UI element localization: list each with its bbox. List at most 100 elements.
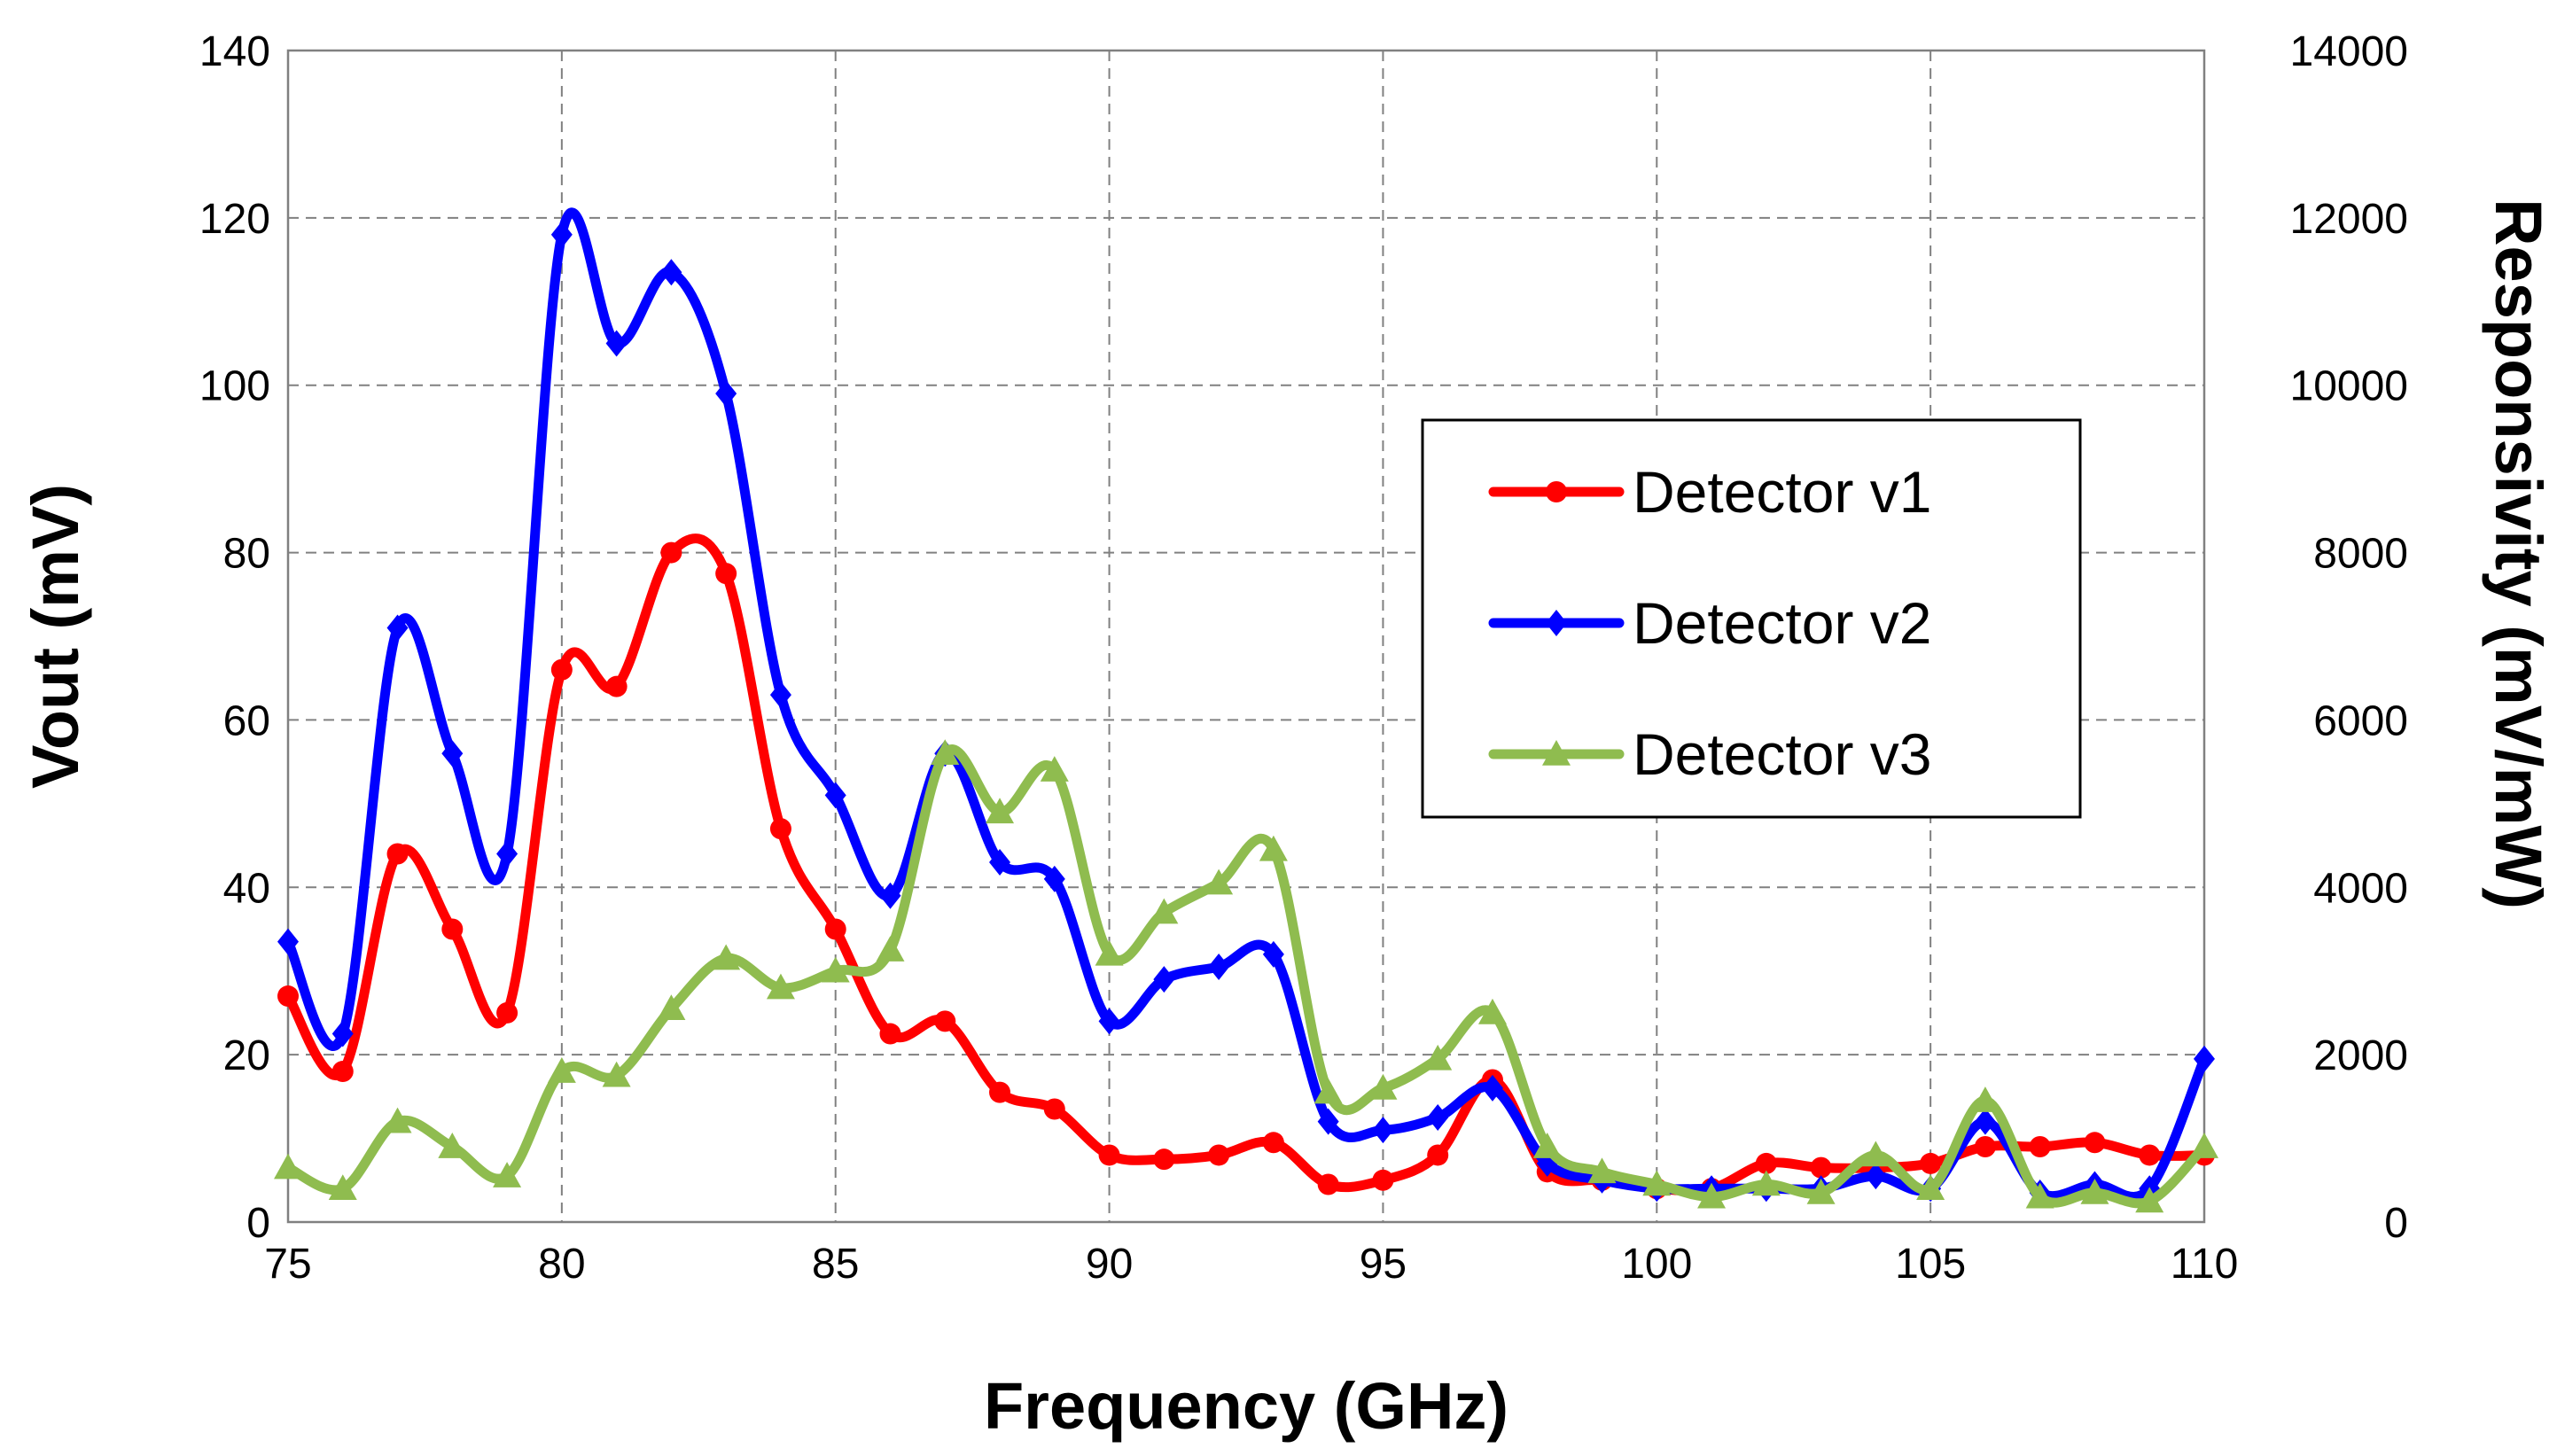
series-detector-v1-point (1317, 1173, 1339, 1195)
series-detector-v1-point (441, 918, 464, 940)
y-tick-label: 60 (223, 697, 270, 744)
series-detector-v1-point (989, 1081, 1011, 1103)
series-detector-v3-point (1587, 1157, 1617, 1184)
series-detector-v2-point (989, 848, 1011, 876)
y-tick-label: 0 (246, 1200, 270, 1247)
series-detector-v1-point (496, 1001, 518, 1024)
series-layer (274, 207, 2218, 1213)
series-detector-v3-point (1040, 756, 1069, 782)
series-detector-v3-point (1150, 898, 1179, 924)
series-detector-v3 (274, 739, 2218, 1213)
x-axis-title: Frequency (GHz) (984, 1369, 1508, 1443)
series-detector-v3-point (986, 798, 1015, 824)
series-detector-v3-point (1697, 1182, 1727, 1209)
series-detector-v2-point (1974, 1108, 1996, 1135)
y2-tick-label: 2000 (2313, 1032, 2408, 1079)
legend-entry-3-label: Detector v3 (1633, 721, 1931, 787)
series-detector-v3-point (1861, 1141, 1890, 1167)
legend-entry-2-marker (1546, 610, 1567, 636)
series-detector-v1-point (1920, 1152, 1942, 1174)
series-detector-v3-point (438, 1133, 467, 1158)
series-detector-v2-point (660, 259, 682, 286)
legend-entry-2: Detector v2 (1488, 590, 1931, 656)
series-detector-v1-point (605, 675, 628, 697)
x-tick-label: 85 (812, 1241, 859, 1288)
series-detector-v2-point (441, 740, 464, 767)
series-detector-v2-point (386, 614, 409, 642)
series-detector-v1-point (550, 658, 573, 681)
series-detector-v3-point (1532, 1133, 1562, 1158)
series-detector-v3-point (2080, 1178, 2109, 1204)
series-detector-v3-point (712, 944, 741, 970)
x-tick-labels: 75 80 85 90 95 100 105 110 (264, 1241, 2238, 1288)
series-detector-v1-point (1153, 1148, 1175, 1171)
legend-entry-1: Detector v1 (1488, 459, 1931, 525)
y2-tick-labels: 0 2000 4000 6000 8000 10000 12000 14000 (2290, 28, 2408, 1247)
series-detector-v1-point (660, 541, 682, 564)
x-tick-label: 110 (2171, 1241, 2239, 1288)
legend-entries: Detector v1 Detector v2 Detector v3 (1488, 459, 1931, 787)
series-detector-v3-point (1751, 1170, 1781, 1196)
legend-entry-1-marker (1546, 481, 1567, 502)
series-detector-v1-point (2139, 1144, 2161, 1166)
series-detector-v2-point (1427, 1103, 1449, 1131)
series-detector-v1-point (1427, 1144, 1449, 1166)
series-detector-v1-point (824, 918, 846, 940)
y2-axis-title: Responsivity (mV/mW) (2482, 199, 2555, 909)
y2-tick-label: 0 (2384, 1200, 2408, 1247)
series-detector-v1-point (2084, 1132, 2106, 1154)
series-detector-v3-point (876, 936, 905, 962)
series-detector-v3-point (2190, 1133, 2218, 1158)
series-detector-v2-point (1208, 953, 1230, 980)
series-detector-v2-point (1865, 1163, 1887, 1190)
series-detector-v1-point (277, 985, 299, 1008)
series-detector-v1-point (879, 1023, 901, 1045)
series-detector-v2-point (1317, 1108, 1339, 1135)
series-detector-v3-point (1423, 1044, 1453, 1071)
series-detector-v1-point (1755, 1152, 1777, 1174)
y-tick-labels: 0 20 40 60 80 100 120 140 (199, 28, 270, 1247)
series-detector-v3-point (328, 1174, 357, 1201)
x-tick-label: 105 (1895, 1241, 1966, 1288)
series-detector-v3-point (1477, 998, 1507, 1024)
series-detector-v1-point (769, 818, 791, 840)
y-tick-label: 120 (199, 196, 270, 243)
series-detector-v3-point (602, 1061, 631, 1087)
legend-entry-3: Detector v3 (1488, 721, 1931, 787)
series-detector-v3-point (2135, 1187, 2164, 1213)
series-detector-v1-point (1208, 1144, 1230, 1166)
series-detector-v2-point (1153, 966, 1175, 993)
series-detector-v2-point (496, 840, 518, 868)
y2-tick-label: 6000 (2313, 697, 2408, 744)
series-detector-v3-point (1970, 1086, 2000, 1112)
series-detector-v1-point (1810, 1156, 1832, 1179)
series-detector-v1-point (715, 563, 737, 585)
legend-entry-3-marker (1542, 740, 1571, 766)
y2-tick-label: 12000 (2290, 196, 2408, 243)
series-detector-v1-point (934, 1010, 956, 1032)
series-detector-v2-point (824, 782, 846, 809)
series-detector-v3-point (1095, 939, 1124, 966)
series-detector-v1-point (331, 1061, 354, 1083)
y-tick-label: 100 (199, 363, 270, 410)
x-tick-label: 75 (264, 1241, 311, 1288)
series-detector-v1-point (386, 843, 409, 865)
series-detector-v3-point (547, 1057, 576, 1083)
legend-entry-2-label: Detector v2 (1633, 590, 1931, 656)
y2-tick-label: 10000 (2290, 363, 2408, 410)
series-detector-v2-point (1372, 1117, 1394, 1144)
series-detector-v3-point (2025, 1182, 2054, 1209)
y-tick-label: 40 (223, 865, 270, 912)
series-detector-v2-point (1098, 1008, 1120, 1035)
y2-tick-label: 14000 (2290, 28, 2408, 75)
series-detector-v1-point (1372, 1169, 1394, 1191)
series-detector-v2-point (605, 330, 628, 357)
series-detector-v2-point (2194, 1045, 2215, 1072)
legend-entry-1-label: Detector v1 (1633, 459, 1931, 525)
series-detector-v1-point (1974, 1136, 1996, 1158)
series-detector-v1 (277, 533, 2215, 1200)
y-tick-label: 140 (199, 28, 270, 75)
series-detector-v3-point (1314, 1078, 1343, 1104)
y-tick-label: 20 (223, 1032, 270, 1079)
